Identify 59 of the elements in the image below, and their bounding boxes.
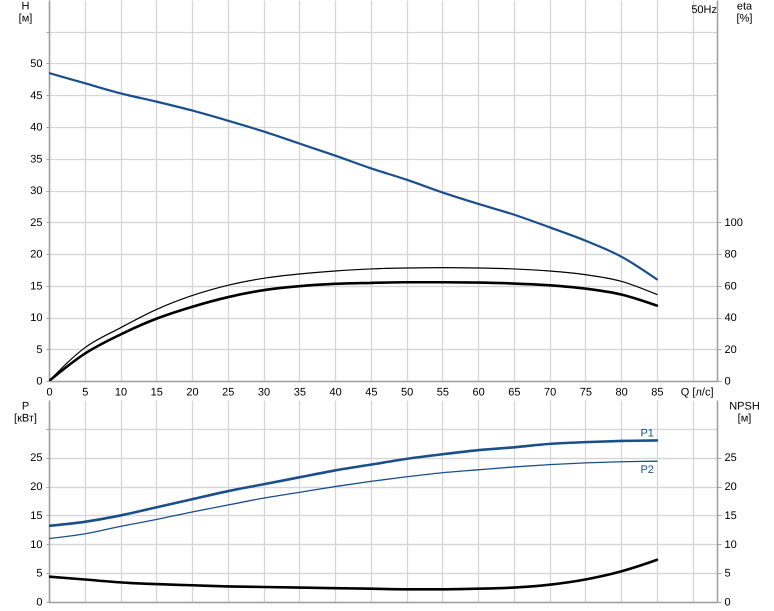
y2-tick-label: 15 — [724, 510, 737, 522]
y2-tick-label: 20 — [724, 344, 737, 356]
x-tick-label: 5 — [82, 386, 88, 398]
line-series — [49, 460, 658, 540]
y-tick-label: 0 — [36, 376, 42, 388]
line-series — [49, 72, 658, 280]
y-tick-label: 45 — [30, 90, 42, 102]
y-tick-label: 25 — [30, 452, 42, 464]
x-tick-label: 30 — [258, 386, 270, 398]
y-axis-title: H [м] — [18, 0, 32, 24]
y-tick-label: 10 — [30, 312, 42, 324]
y-tick-label: 20 — [30, 481, 42, 494]
y2-tick-label: 5 — [724, 568, 731, 580]
y2-tick-label: 10 — [724, 538, 737, 551]
x-tick-label: 0 — [46, 386, 53, 398]
y-tick-label: 40 — [30, 122, 42, 134]
x-tick-label: 10 — [114, 386, 128, 398]
series-label: P1 — [640, 427, 654, 440]
x-axis-title: Q [л/с] — [680, 386, 714, 398]
y2-tick-label: 60 — [724, 280, 737, 292]
x-tick-label: 20 — [186, 386, 199, 398]
y2-axis-title: NPSH [м] — [729, 400, 760, 424]
y2-axis-title: eta [%] — [736, 0, 754, 24]
x-tick-label: 75 — [580, 386, 592, 398]
y-tick-label: 5 — [36, 344, 42, 356]
x-tick-label: 25 — [222, 386, 234, 398]
x-tick-label: 15 — [150, 386, 163, 398]
y-tick-label: 35 — [30, 153, 42, 166]
x-tick-label: 55 — [436, 386, 449, 398]
y-tick-label: 15 — [30, 510, 42, 522]
chart-title: 50Hz — [691, 4, 717, 16]
x-tick-label: 40 — [329, 386, 342, 398]
x-tick-label: 35 — [294, 386, 306, 398]
y-tick-label: 5 — [36, 568, 42, 580]
y2-tick-label: 20 — [724, 481, 737, 494]
y-tick-label: 25 — [30, 216, 42, 229]
y2-tick-label: 25 — [724, 452, 737, 464]
y-tick-label: 15 — [30, 280, 42, 292]
line-series — [49, 558, 658, 591]
y-axis-title: P [кВт] — [14, 400, 37, 424]
y2-tick-label: 0 — [724, 376, 731, 388]
y2-tick-label: 80 — [724, 248, 737, 260]
x-tick-label: 45 — [365, 386, 378, 398]
y2-tick-label: 40 — [724, 312, 737, 324]
x-tick-label: 80 — [616, 386, 628, 398]
x-tick-label: 70 — [544, 386, 556, 398]
y2-tick-label: 0 — [724, 596, 731, 608]
y-tick-label: 20 — [30, 248, 42, 260]
line-series — [49, 439, 658, 528]
x-tick-label: 50 — [400, 386, 414, 398]
series-label: P2 — [640, 464, 654, 476]
x-tick-label: 85 — [651, 386, 664, 398]
y-tick-label: 30 — [30, 185, 42, 197]
x-tick-label: 60 — [472, 386, 485, 398]
y-tick-label: 0 — [36, 596, 42, 608]
y-tick-label: 50 — [30, 58, 42, 70]
y2-tick-label: 100 — [724, 216, 743, 229]
y-tick-label: 10 — [30, 538, 42, 551]
x-tick-label: 65 — [508, 386, 521, 398]
